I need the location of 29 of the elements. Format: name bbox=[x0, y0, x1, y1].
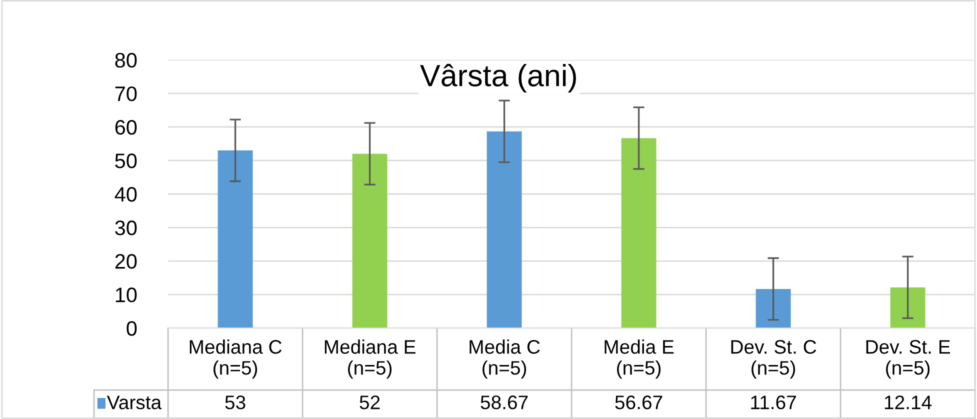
y-tick-label: 60 bbox=[115, 120, 137, 135]
bar bbox=[486, 131, 522, 328]
bar bbox=[621, 138, 656, 328]
y-tick-label: 40 bbox=[114, 187, 137, 202]
y-tick-label: 20 bbox=[115, 254, 137, 269]
y-tick-label: 0 bbox=[126, 321, 137, 336]
bar bbox=[352, 154, 388, 328]
y-tick-label: 80 bbox=[115, 52, 137, 68]
data-label: 12.14 bbox=[884, 396, 932, 410]
x-tick-label: Mediana C (n=5) bbox=[190, 340, 282, 379]
data-label: 53 bbox=[225, 396, 246, 410]
bar bbox=[218, 150, 253, 328]
x-tick-label: Dev. St. C (n=5) bbox=[731, 340, 816, 379]
bar bbox=[890, 287, 926, 328]
y-tick-label: 70 bbox=[115, 86, 137, 102]
x-tick-label: Media C (n=5) bbox=[470, 340, 540, 379]
legend-label: Varsta bbox=[106, 396, 162, 410]
data-label: 11.67 bbox=[751, 396, 796, 410]
bar bbox=[756, 288, 791, 328]
chart-title: Vârsta (ani) bbox=[420, 64, 576, 92]
y-tick-label: 10 bbox=[116, 288, 137, 302]
y-tick-label: 30 bbox=[115, 220, 137, 236]
x-tick-label: Mediana E (n=5) bbox=[324, 340, 416, 379]
x-tick-label: Dev. St. E (n=5) bbox=[866, 340, 950, 379]
y-tick-label: 50 bbox=[115, 153, 137, 168]
x-tick-label: Media E (n=5) bbox=[604, 340, 674, 379]
data-label: 52 bbox=[360, 396, 380, 410]
data-label: 56.67 bbox=[615, 396, 662, 410]
data-label: 58.67 bbox=[480, 396, 528, 410]
